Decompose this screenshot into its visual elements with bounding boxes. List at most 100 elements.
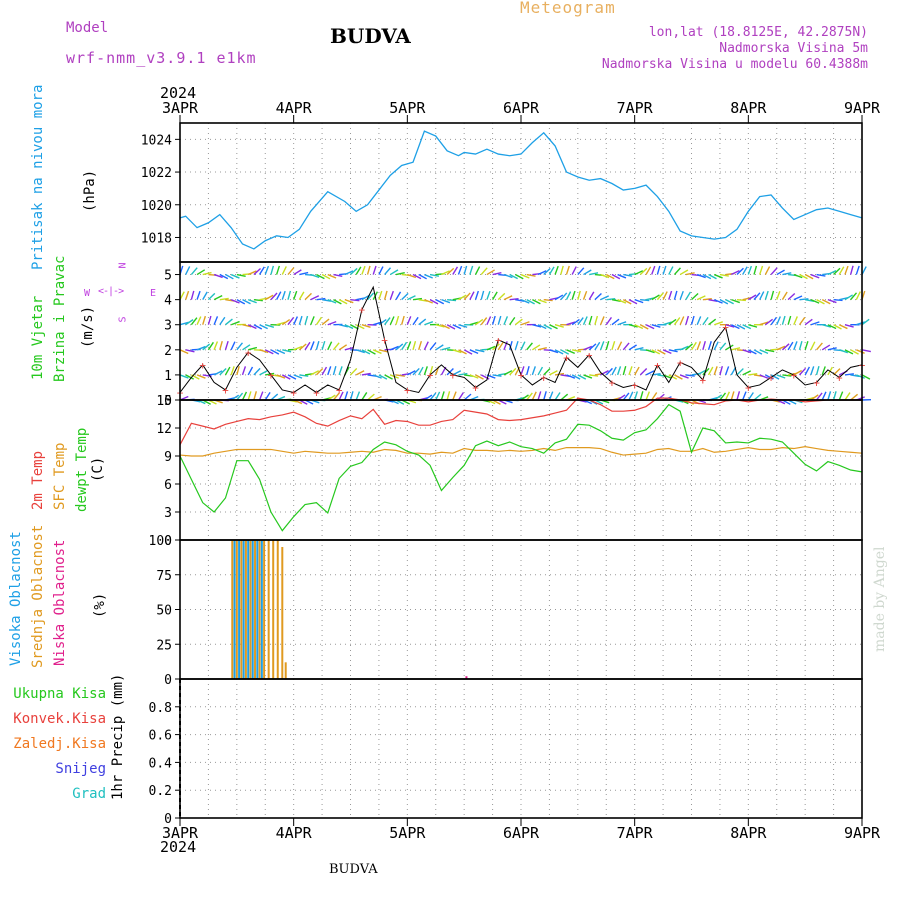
wind-arrow: [196, 374, 206, 379]
wind-arrow: [543, 267, 551, 276]
compass-west: W: [84, 288, 91, 299]
wind-arrow: [400, 315, 405, 325]
wind-arrow: [378, 374, 388, 380]
wind-arrow: [344, 298, 354, 304]
wind-arrow: [332, 342, 340, 351]
wind-arrow: [310, 370, 320, 376]
wind-arrow: [633, 391, 638, 401]
wind-arrow: [207, 315, 212, 325]
wind-arrow: [293, 316, 299, 326]
wind-arrow: [230, 298, 240, 304]
wind-arrow: [565, 291, 572, 300]
wind-arrow: [304, 315, 309, 325]
wind-arrow: [270, 349, 280, 355]
wind-arrow: [645, 266, 652, 275]
wind-arrow: [378, 290, 383, 300]
wind-arrow: [469, 374, 479, 379]
wind-arrow: [764, 290, 769, 300]
wind-arrow: [520, 321, 530, 326]
wind-arrow: [258, 266, 265, 275]
wind-arrow: [372, 265, 377, 275]
wind-arrow: [509, 316, 516, 326]
wind-arrow: [469, 291, 475, 300]
wind-arrow: [190, 317, 198, 326]
wind-arrow: [276, 321, 286, 326]
wind-arrow: [617, 394, 626, 401]
wind-arrow: [748, 324, 758, 328]
wind-arrow: [554, 294, 564, 301]
wind-arrow: [349, 391, 354, 401]
wind-arrow: [457, 265, 463, 275]
wind-arrow: [606, 297, 616, 301]
wind-arrow: [821, 344, 831, 351]
wind-arrow: [298, 315, 303, 325]
wind-arrow: [651, 324, 661, 328]
wind-arrow: [338, 366, 343, 376]
wind-arrow: [475, 374, 484, 380]
wind-arrow: [645, 349, 655, 354]
wind-arrow: [452, 349, 462, 354]
wind-arrow: [765, 349, 775, 353]
wind-arrow: [605, 340, 610, 351]
wind-arrow: [708, 318, 717, 326]
wind-arrow: [378, 318, 387, 326]
wind-arrow: [526, 299, 535, 305]
wind-arrow: [242, 344, 251, 351]
wind-arrow: [815, 392, 823, 401]
wind-speed-marker: +: [245, 346, 252, 359]
wind-arrow: [685, 291, 692, 300]
wind-arrow: [458, 294, 467, 301]
wind-arrow: [804, 273, 814, 280]
wind-arrow: [532, 324, 542, 328]
wind-arrow: [793, 316, 798, 326]
wind-arrow: [594, 315, 599, 325]
wind-arrow: [270, 292, 278, 301]
wind-arrow: [441, 324, 450, 330]
date-label-bottom: 7APR: [617, 824, 654, 842]
wind-arrow: [241, 391, 248, 401]
wind-arrow: [304, 292, 312, 301]
precip-legend-snow: Snijeg: [55, 761, 106, 777]
wind-arrow: [384, 374, 393, 380]
precip-legend-frz: Zaledj.Kisa: [13, 736, 106, 752]
wind-arrow: [327, 366, 332, 376]
wind-arrow: [645, 391, 651, 401]
wind-arrow: [679, 290, 684, 300]
wind-arrow: [702, 273, 712, 280]
wind-arrow: [719, 342, 727, 351]
wind-arrow: [423, 341, 429, 351]
wind-speed-marker: +: [745, 381, 752, 394]
wind-arrow: [230, 341, 236, 351]
wind-arrow: [856, 321, 866, 326]
wind-arrow: [810, 298, 820, 304]
wind-arrow: [747, 392, 754, 401]
wind-arrow: [690, 341, 697, 351]
wind-arrow: [463, 265, 468, 275]
wind-arrow: [418, 366, 424, 376]
wind-arrow: [202, 343, 211, 351]
wind-speed-marker: +: [609, 376, 616, 389]
cloud-ytick-label: 0: [164, 673, 172, 688]
wind-arrow: [707, 366, 714, 376]
wind-arrow: [770, 290, 775, 300]
wind-arrow: [617, 321, 627, 326]
wind-arrow: [355, 266, 362, 275]
wind-arrow: [674, 374, 683, 380]
wind-arrow: [242, 299, 251, 305]
wind-arrow: [838, 391, 844, 401]
wind-arrow: [719, 366, 724, 376]
lonlat-label: lon,lat (18.8125E, 42.2875N): [648, 25, 868, 40]
wind-arrow: [708, 273, 717, 280]
wind-arrow: [714, 321, 723, 326]
wind-arrow: [497, 341, 504, 351]
wind-arrow: [679, 316, 685, 326]
wind-arrow: [264, 294, 274, 301]
wind-arrow: [503, 295, 513, 301]
wind-arrow: [566, 374, 576, 379]
wind-arrow: [622, 342, 630, 351]
wind-arrow: [446, 267, 455, 276]
wind-arrow: [259, 349, 269, 354]
precip-legend-grad: Grad: [72, 786, 106, 802]
wind-arrow: [594, 341, 601, 351]
wind-arrow: [480, 317, 488, 326]
